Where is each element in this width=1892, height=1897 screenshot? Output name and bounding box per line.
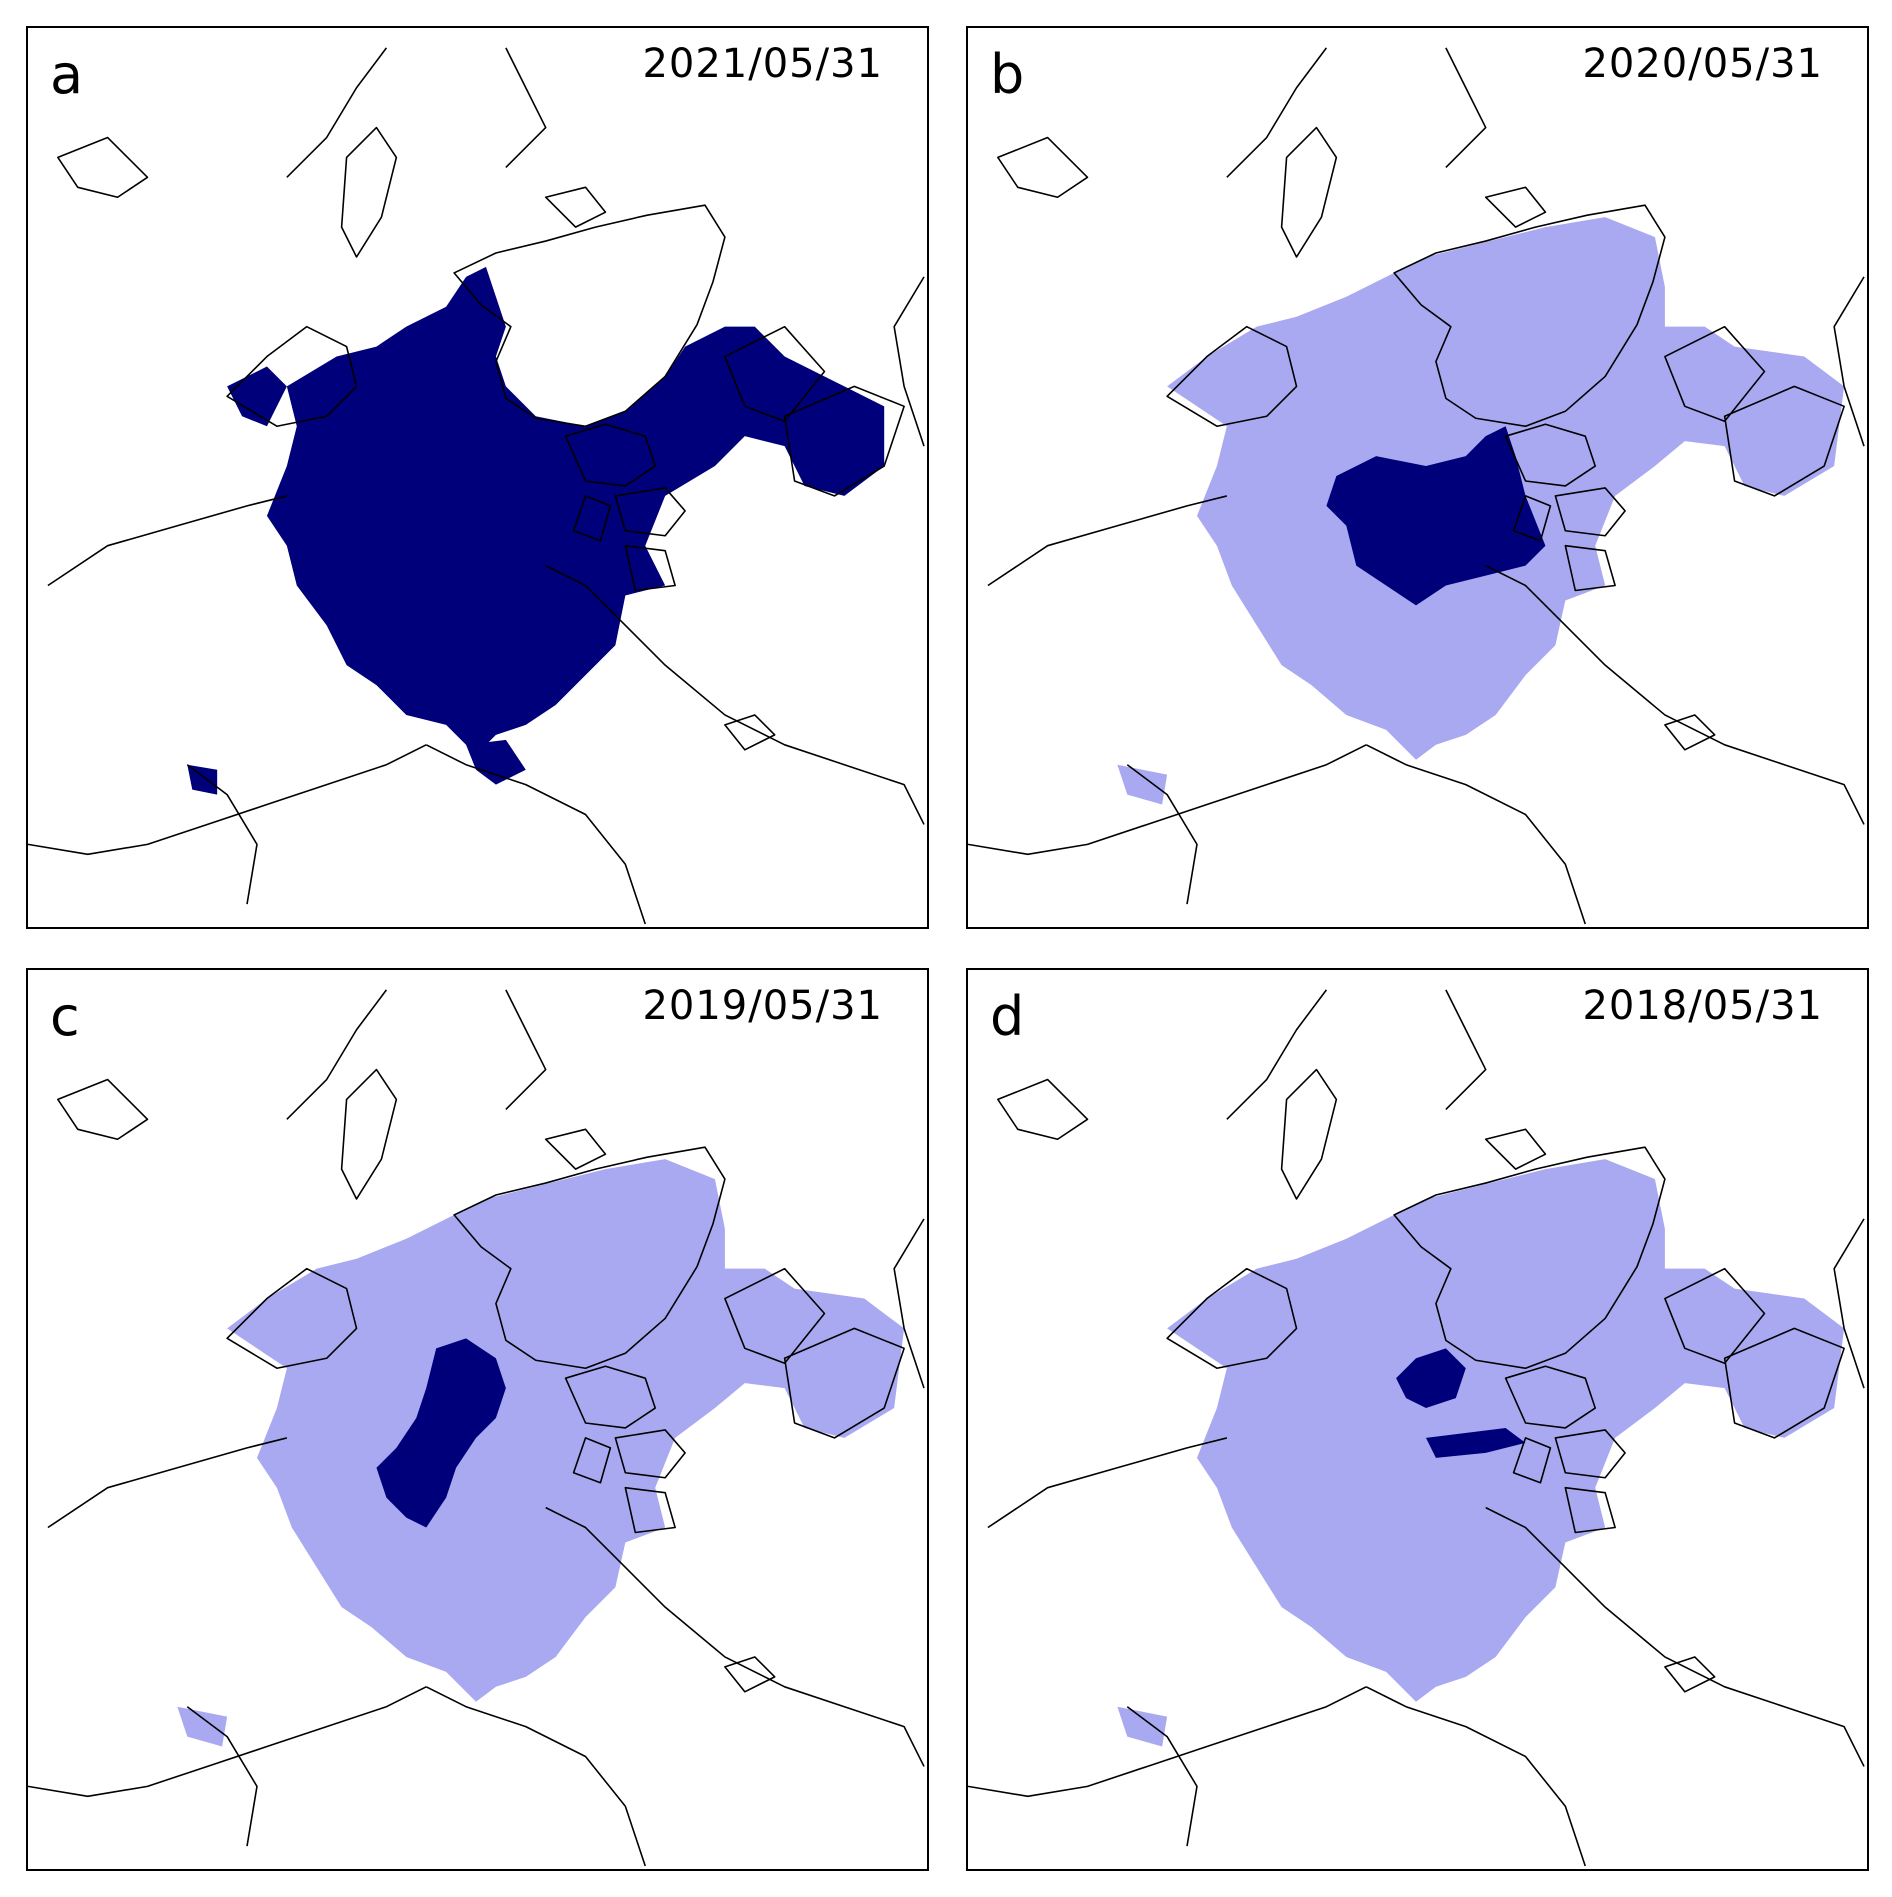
sea-ice-map-a (28, 47, 925, 925)
map-panel-a: a 2021/05/31 (26, 26, 929, 929)
first-year-ice-area (177, 1159, 905, 1747)
map-panel-b: b 2020/05/31 (966, 26, 1869, 929)
sea-ice-map-b (968, 47, 1865, 925)
multiyear-ice-area (1396, 1348, 1526, 1458)
panel-date: 2020/05/31 (1582, 41, 1823, 87)
panel-letter: c (50, 985, 80, 1048)
sea-ice-map-d (968, 989, 1865, 1867)
multiyear-ice-area (376, 1338, 506, 1528)
panel-date: 2019/05/31 (642, 983, 883, 1029)
map-panel-c: c 2019/05/31 (26, 968, 929, 1871)
sea-ice-map-c (28, 989, 925, 1867)
panel-date: 2021/05/31 (642, 41, 883, 87)
multiyear-ice-area (1326, 426, 1546, 606)
multiyear-ice-area (266, 266, 885, 755)
panel-letter: b (990, 43, 1025, 106)
panel-date: 2018/05/31 (1582, 983, 1823, 1029)
map-panel-d: d 2018/05/31 (966, 968, 1869, 1871)
multiyear-ice-fringe (187, 366, 526, 795)
panel-letter: d (990, 985, 1025, 1048)
panel-letter: a (50, 43, 84, 106)
